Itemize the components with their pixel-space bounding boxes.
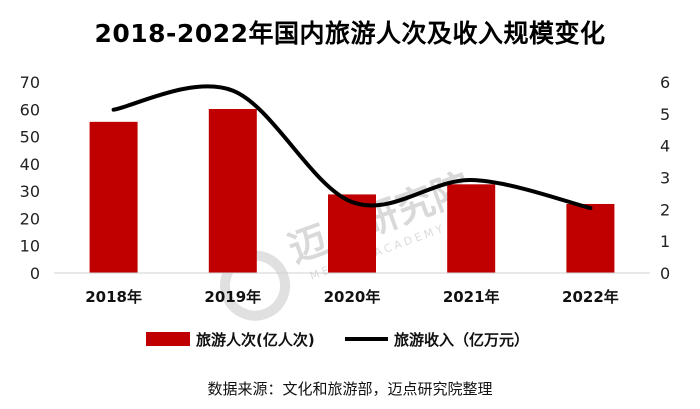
x-tick-label: 2018年 (85, 288, 142, 306)
right-tick-label: 1 (660, 232, 670, 251)
right-tick-label: 2 (660, 200, 670, 219)
legend-bar-label: 旅游人次(亿人次) (196, 331, 315, 349)
legend-bar-swatch (146, 332, 190, 346)
left-tick-label: 50 (20, 128, 40, 147)
chart-title: 2018-2022年国内旅游人次及收入规模变化 (94, 19, 606, 48)
left-axis-ticks: 0 10 20 30 40 50 60 70 (20, 73, 40, 283)
bar (89, 121, 138, 273)
x-tick-label: 2021年 (443, 288, 500, 306)
x-axis-ticks: 2018年 2019年 2020年 2021年 2022年 (85, 288, 619, 306)
legend-line-label: 旅游收入（亿万元） (394, 331, 529, 349)
income-line (111, 84, 593, 211)
right-tick-label: 3 (660, 169, 670, 188)
left-tick-label: 70 (20, 73, 40, 92)
x-tick-label: 2019年 (204, 288, 261, 306)
bar (208, 109, 257, 274)
left-tick-label: 20 (20, 209, 40, 228)
bar (566, 203, 615, 273)
x-tick-label: 2020年 (324, 288, 381, 306)
left-tick-label: 0 (30, 264, 40, 283)
bar (328, 194, 376, 273)
left-tick-label: 60 (20, 100, 40, 119)
source-note: 数据来源：文化和旅游部，迈点研究院整理 (207, 380, 493, 398)
right-axis-ticks: 0 1 2 3 4 5 6 (660, 73, 670, 283)
bar-series (89, 109, 615, 274)
left-tick-label: 30 (20, 182, 40, 201)
right-tick-label: 4 (660, 137, 670, 156)
left-tick-label: 40 (20, 155, 40, 174)
x-tick-label: 2022年 (562, 288, 619, 306)
right-tick-label: 0 (660, 264, 670, 283)
right-tick-label: 5 (660, 105, 670, 124)
bar (447, 184, 496, 273)
left-tick-label: 10 (20, 237, 40, 256)
legend: 旅游人次(亿人次) 旅游收入（亿万元） (146, 331, 529, 349)
right-tick-label: 6 (660, 73, 670, 92)
